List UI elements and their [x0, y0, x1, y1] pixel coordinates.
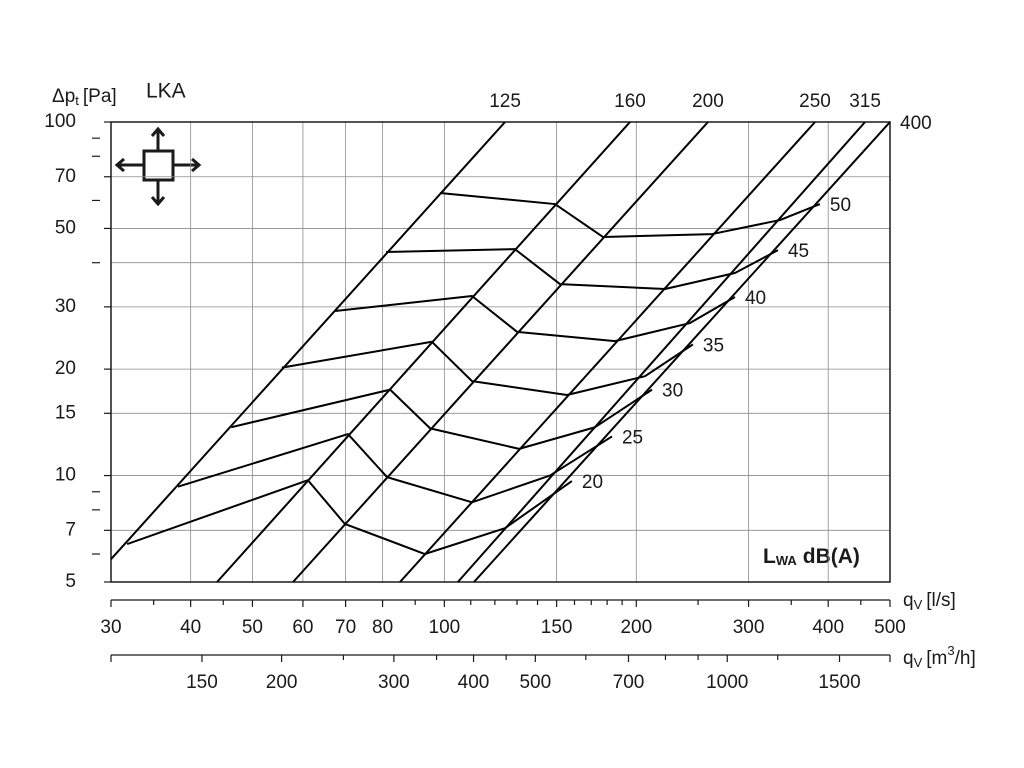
x2-tick-label: 150 [186, 672, 218, 693]
duct-label: 200 [692, 91, 724, 112]
x2-tick-label: 1500 [818, 672, 860, 693]
x2-tick-label: 1000 [706, 672, 748, 693]
sound-label: 25 [622, 427, 643, 448]
x-tick-label: 300 [733, 617, 765, 638]
duct-line [110, 121, 506, 560]
y-label-unit: [Pa] [83, 86, 117, 107]
x2-axis-label: qV [m3/h] [903, 643, 976, 670]
duct-label: 125 [489, 91, 521, 112]
annotation-unit: dB(A) [803, 545, 860, 568]
y-tick-label: 15 [55, 402, 76, 423]
duct-label: 400 [900, 113, 932, 134]
x-label-sub: V [914, 597, 923, 612]
x2-label-unit: /h] [955, 648, 976, 669]
y-tick-label: 7 [65, 519, 76, 540]
x2-label-sub: V [914, 655, 923, 670]
plot-frame [110, 121, 891, 583]
sound-line [385, 248, 779, 291]
x2-tick-label: 400 [458, 672, 490, 693]
x2-tick-label: 200 [266, 672, 298, 693]
direction-icon [114, 126, 202, 207]
x-tick-label: 500 [874, 617, 906, 638]
x2-tick-label: 700 [613, 672, 645, 693]
sound-label: 35 [703, 335, 724, 356]
x-label-unit: [l/s] [926, 590, 956, 611]
x-tick-label: 60 [292, 617, 313, 638]
x2-label-symbol: q [903, 648, 914, 669]
x2-tick-label: 500 [519, 672, 551, 693]
sound-line [281, 340, 694, 396]
duct-line [292, 121, 709, 583]
sound-line [177, 433, 613, 504]
duct-label: 160 [614, 91, 646, 112]
y-tick-label: 20 [55, 358, 76, 379]
duct-line [457, 121, 866, 583]
duct-line [399, 121, 816, 583]
y-tick-label: 5 [65, 571, 76, 592]
y-tick-label: 100 [44, 111, 76, 132]
chart-title: LKA [146, 80, 186, 103]
sound-label: 30 [662, 381, 683, 402]
sound-line [439, 191, 821, 238]
y-tick-label: 70 [55, 166, 76, 187]
sound-label: 20 [582, 472, 603, 493]
x-tick-label: 40 [180, 617, 201, 638]
sound-label: 50 [830, 195, 851, 216]
x-tick-label: 50 [242, 617, 263, 638]
duct-line [216, 121, 631, 583]
duct-label: 250 [799, 91, 831, 112]
x-tick-label: 100 [429, 617, 461, 638]
sound-line [335, 295, 736, 343]
y-label-symbol: Δp [52, 86, 75, 107]
annotation-symbol: L [763, 545, 776, 568]
sound-line [126, 479, 573, 556]
y-label-sub: t [75, 93, 79, 108]
y-tick-label: 50 [55, 217, 76, 238]
y-tick-label: 30 [55, 296, 76, 317]
x2-label-unit: [m [926, 648, 947, 669]
x-tick-label: 80 [372, 617, 393, 638]
x-tick-label: 200 [620, 617, 652, 638]
duct-label: 315 [849, 91, 881, 112]
sound-label: 45 [788, 241, 809, 262]
x-tick-label: 150 [541, 617, 573, 638]
x2-label-sup: 3 [947, 643, 954, 658]
x-axis-label: qV [l/s] [903, 590, 956, 612]
x-label-symbol: q [903, 590, 914, 611]
annotation: LWA dB(A) [763, 545, 860, 569]
x-tick-label: 400 [812, 617, 844, 638]
x-tick-label: 70 [335, 617, 356, 638]
sound-line [230, 388, 653, 450]
sound-label: 40 [745, 288, 766, 309]
y-tick-label: 10 [55, 465, 76, 486]
x-tick-label: 30 [100, 617, 121, 638]
x2-tick-label: 300 [378, 672, 410, 693]
annotation-sub: WA [776, 553, 798, 568]
y-axis-label: Δpt [Pa] [52, 86, 117, 108]
